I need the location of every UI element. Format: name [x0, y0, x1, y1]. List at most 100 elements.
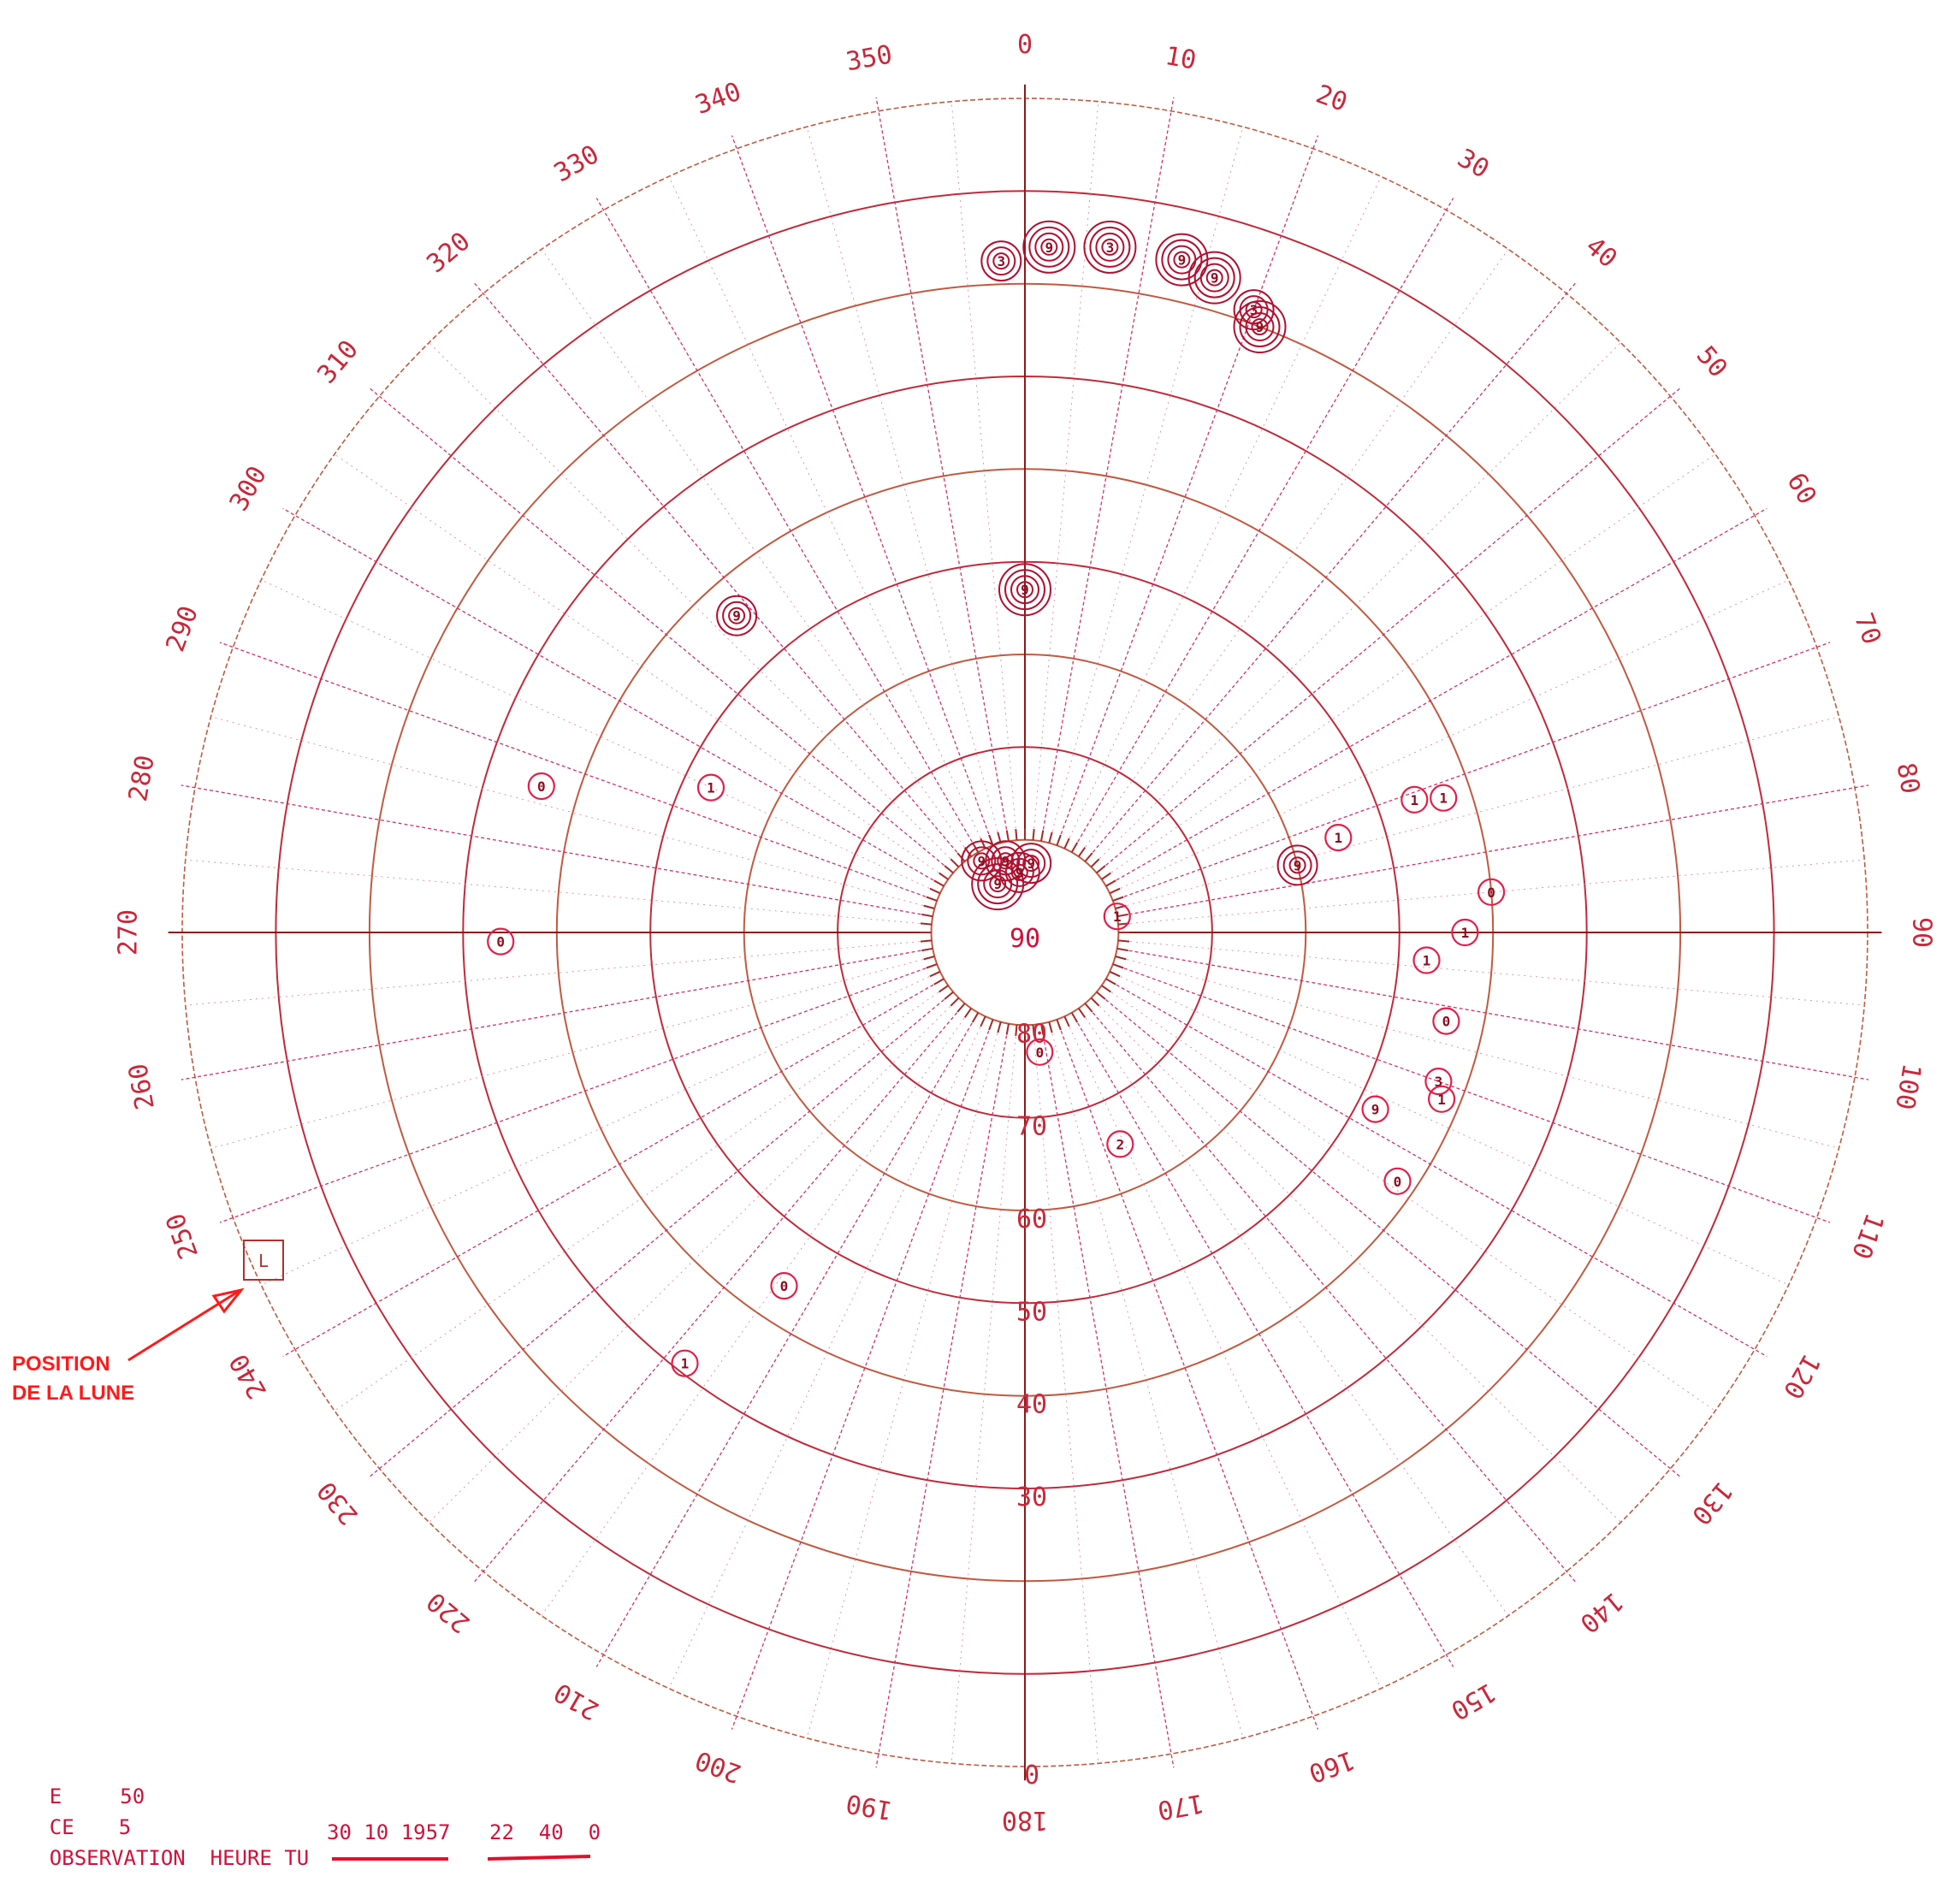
marker-ring: [728, 607, 746, 624]
zenith-tick: [1077, 847, 1087, 857]
marker-ring: [1324, 823, 1353, 852]
zenith-tick: [1040, 1023, 1045, 1035]
zenith-tick: [1112, 896, 1124, 902]
observation-marker: 0: [487, 927, 515, 956]
observation-marker: 9: [1022, 220, 1076, 274]
elevation-label-40: 40: [1016, 1390, 1047, 1420]
marker-label: 0: [1035, 1045, 1044, 1061]
observation-marker: 9: [1187, 251, 1241, 305]
azimuth-subline-35: [1078, 249, 1509, 857]
azimuth-line-50: [1096, 387, 1682, 873]
marker-ring: [1095, 232, 1125, 262]
zenith-tick: [1048, 832, 1053, 843]
azimuth-line-290: [219, 642, 938, 902]
observation-marker: 9: [998, 851, 1040, 893]
azimuth-line-130: [1096, 991, 1682, 1478]
observation-marker: 9: [1361, 1095, 1389, 1123]
zenith-tick: [1112, 963, 1124, 969]
zenith-tick: [1105, 978, 1116, 985]
azimuth-subline-325: [541, 249, 972, 857]
footer-line1-value: 50: [120, 1785, 145, 1808]
marker-label: 0: [780, 1278, 789, 1294]
observation-marker: 0: [1477, 878, 1506, 906]
marker-label: 0: [537, 778, 546, 795]
marker-ring: [1412, 946, 1441, 974]
marker-ring: [1010, 575, 1039, 605]
azimuth-subline-75: [1115, 716, 1839, 909]
marker-label: 1: [707, 780, 715, 796]
azimuth-label-100: 100: [1889, 1061, 1927, 1111]
marker-ring: [998, 851, 1040, 893]
observation-marker: 2: [1106, 1130, 1134, 1158]
marker-label: 2: [1116, 1136, 1124, 1152]
azimuth-label-230: 230: [311, 1476, 364, 1530]
marker-label: 9: [1371, 1102, 1380, 1118]
zenith-tick: [1048, 1021, 1053, 1033]
marker-ring: [487, 927, 515, 956]
elevation-label-0: 0: [1024, 1761, 1039, 1790]
marker-ring: [770, 1271, 798, 1300]
zenith-tick: [920, 922, 933, 926]
zenith-tick: [939, 985, 949, 993]
marker-ring: [1016, 581, 1033, 599]
marker-ring: [1161, 239, 1203, 281]
observation-marker: 9: [716, 595, 758, 636]
zenith-tick: [923, 956, 935, 961]
marker-label: 9: [1256, 319, 1264, 335]
observation-marker: 1: [1400, 785, 1429, 814]
azimuth-line-60: [1105, 507, 1768, 887]
zenith-tick: [933, 879, 944, 887]
zenith-tick: [1101, 872, 1111, 880]
marker-ring: [1424, 1067, 1453, 1096]
marker-label: 9: [1021, 582, 1029, 598]
marker-ring: [1430, 784, 1458, 812]
marker-ring: [696, 773, 725, 802]
zenith-tick: [1109, 887, 1121, 895]
azimuth-line-280: [181, 784, 933, 917]
azimuth-label-260: 260: [123, 1061, 161, 1111]
marker-label: 3: [997, 253, 1005, 269]
azimuth-subline-5: [1033, 101, 1099, 841]
marker-label: 9: [732, 608, 741, 624]
footer-line2-value: 5: [118, 1815, 132, 1839]
moon-marker-label: L: [258, 1251, 269, 1271]
azimuth-line-140: [1084, 1003, 1577, 1583]
footer-line1: E 50: [0, 1761, 145, 1832]
marker-ring: [986, 246, 1016, 276]
azimuth-line-170: [1040, 1023, 1175, 1768]
marker-ring: [1205, 269, 1223, 287]
marker-label: 1: [1334, 830, 1342, 846]
azimuth-subline-245: [261, 971, 940, 1286]
azimuth-subline-45: [1091, 342, 1621, 867]
zenith-tick: [1056, 1019, 1062, 1031]
marker-label: 1: [1437, 1092, 1446, 1108]
marker-ring: [1004, 569, 1045, 611]
azimuth-subline-15: [1048, 127, 1244, 843]
azimuth-line-10: [1040, 97, 1175, 842]
marker-ring: [1276, 844, 1318, 886]
azimuth-subline-335: [668, 176, 986, 849]
azimuth-subline-145: [1078, 1008, 1509, 1616]
azimuth-line-110: [1112, 963, 1831, 1223]
marker-ring: [1193, 257, 1235, 299]
marker-ring: [980, 240, 1022, 282]
zenith-tick: [926, 896, 938, 902]
zenith-tick: [1090, 997, 1100, 1007]
azimuth-line-310: [368, 387, 954, 873]
azimuth-subline-265: [185, 940, 933, 1006]
zenith-tick: [1116, 947, 1128, 952]
zenith-tick: [921, 913, 933, 918]
marker-ring: [1010, 863, 1028, 881]
marker-ring: [1477, 878, 1506, 906]
observation-date: 30 10 1957: [327, 1820, 451, 1844]
azimuth-subline-285: [210, 716, 935, 909]
zenith-tick: [1063, 1015, 1070, 1027]
azimuth-label-40: 40: [1579, 231, 1622, 274]
zenith-tick: [988, 1019, 994, 1031]
marker-ring: [1089, 226, 1131, 268]
marker-ring: [1400, 785, 1429, 814]
zenith-tick: [950, 997, 960, 1007]
azimuth-label-340: 340: [691, 77, 745, 121]
observation-marker: 1: [1103, 903, 1131, 931]
